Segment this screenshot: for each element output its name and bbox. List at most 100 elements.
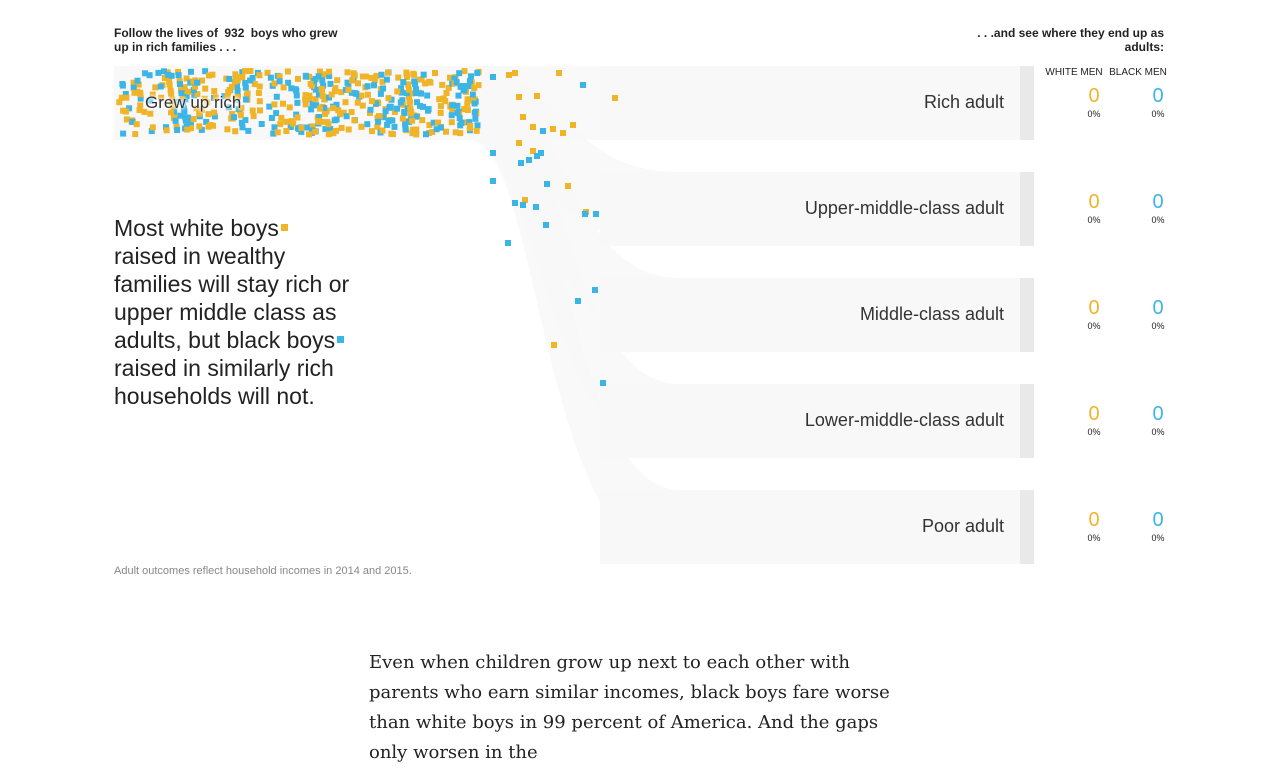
person-dot <box>412 85 419 92</box>
person-dot <box>443 90 450 96</box>
person-dot <box>335 107 342 114</box>
person-dot <box>333 101 340 108</box>
person-dot <box>371 82 377 89</box>
person-dot <box>344 69 351 76</box>
person-dot <box>364 121 371 128</box>
person-dot <box>394 88 401 95</box>
person-dot <box>137 102 144 109</box>
person-dot <box>181 84 188 91</box>
person-dot <box>161 68 167 75</box>
person-dot <box>338 124 345 131</box>
person-dot <box>385 69 391 76</box>
person-dot <box>379 78 386 85</box>
black-men-count-3: 0 <box>1152 297 1164 319</box>
person-dot <box>367 109 373 116</box>
person-dot <box>534 93 540 99</box>
person-dot <box>427 79 434 86</box>
person-dot <box>131 89 138 96</box>
person-dot <box>116 99 123 106</box>
header-left-suffix: boys who grew up in rich families . . . <box>114 26 338 54</box>
person-dot <box>166 78 173 85</box>
person-dot <box>422 80 429 87</box>
person-dot <box>433 126 440 133</box>
person-dot <box>209 71 216 78</box>
person-dot <box>161 75 168 81</box>
white-men-count-1: 0 <box>1088 85 1100 107</box>
white-men-count-2: 0 <box>1088 191 1100 213</box>
white-men-count-5: 0 <box>1088 509 1100 531</box>
person-dot <box>293 92 300 99</box>
person-dot <box>264 69 271 76</box>
person-dot <box>377 90 384 97</box>
person-dot <box>316 68 323 75</box>
boys-count: 932 <box>224 26 245 40</box>
outcome-band-edge-3 <box>1020 278 1034 352</box>
person-dot <box>429 129 436 135</box>
white-men-count-3: 0 <box>1088 297 1100 319</box>
person-dot <box>306 73 313 80</box>
person-dot <box>239 74 246 81</box>
person-dot <box>136 107 143 113</box>
person-dot <box>364 83 371 90</box>
person-dot <box>194 91 201 98</box>
person-dot <box>294 99 301 106</box>
person-dot <box>425 107 431 114</box>
person-dot <box>464 96 471 103</box>
person-dot <box>447 74 453 81</box>
person-dot <box>456 115 463 122</box>
person-dot <box>400 79 407 86</box>
person-dot <box>540 128 546 134</box>
person-dot <box>298 124 305 131</box>
header-left: Follow the lives of 932 boys who grew up… <box>114 26 354 54</box>
person-dot <box>238 104 245 111</box>
person-dot <box>198 126 205 133</box>
black-boys-swatch <box>337 336 345 344</box>
person-dot <box>406 93 412 100</box>
person-dot <box>398 85 405 92</box>
person-dot <box>258 121 265 127</box>
person-dot <box>580 82 586 88</box>
person-dot <box>172 114 179 121</box>
person-dot <box>437 109 444 116</box>
person-dot <box>373 100 380 107</box>
person-dot <box>306 92 313 99</box>
person-dot <box>122 91 129 97</box>
person-dot <box>516 94 522 100</box>
person-dot <box>202 68 209 75</box>
person-dot <box>198 106 205 113</box>
black-men-pct-1: 0% <box>1151 109 1165 119</box>
person-dot <box>315 118 322 124</box>
person-dot <box>182 117 189 124</box>
person-dot <box>401 109 408 116</box>
person-dot <box>120 130 127 137</box>
person-dot <box>460 87 467 94</box>
person-dot <box>175 99 182 105</box>
person-dot <box>391 123 398 130</box>
person-dot <box>130 84 137 91</box>
flow-path-5 <box>470 66 1020 564</box>
black-men-pct-5: 0% <box>1151 533 1165 543</box>
person-dot <box>288 85 295 92</box>
person-dot <box>294 114 301 121</box>
black-men-count-5: 0 <box>1152 509 1164 531</box>
person-dot <box>432 70 438 76</box>
person-dot <box>349 77 356 84</box>
person-dot <box>395 74 402 81</box>
white-boys-swatch <box>280 224 288 232</box>
person-dot <box>224 93 231 99</box>
person-dot <box>413 113 420 120</box>
person-dot <box>126 105 133 112</box>
header-left-prefix: Follow the lives of <box>114 26 219 40</box>
person-dot <box>461 68 468 75</box>
person-dot <box>147 97 154 104</box>
person-dot <box>467 122 474 129</box>
person-dot <box>405 86 412 93</box>
person-dot <box>522 197 528 203</box>
person-dot <box>475 82 482 89</box>
person-dot <box>177 112 184 119</box>
person-dot <box>137 95 144 102</box>
person-dot <box>242 68 248 75</box>
person-dot <box>386 104 393 111</box>
white-men-pct-3: 0% <box>1087 321 1101 331</box>
person-dot <box>328 91 335 98</box>
